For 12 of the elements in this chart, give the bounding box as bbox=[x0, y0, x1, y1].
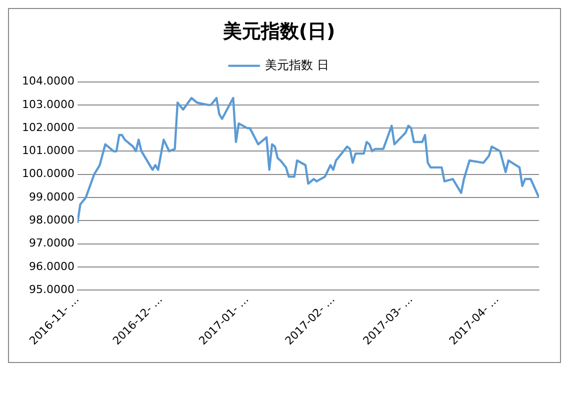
y-tick-label: 95.0000 bbox=[28, 282, 74, 296]
y-tick-label: 101.0000 bbox=[22, 144, 74, 158]
legend-label: 美元指数 日 bbox=[265, 58, 329, 72]
y-tick-label: 96.0000 bbox=[28, 260, 74, 273]
y-tick-label: 103.0000 bbox=[22, 98, 74, 111]
y-tick-label: 100.0000 bbox=[22, 167, 74, 180]
y-tick-label: 97.0000 bbox=[28, 236, 74, 250]
y-tick-label: 102.0000 bbox=[22, 120, 74, 134]
chart-title: 美元指数(日) bbox=[222, 20, 336, 42]
y-tick-label: 99.0000 bbox=[28, 190, 74, 204]
y-tick-label: 104.0000 bbox=[22, 74, 74, 88]
y-tick-label: 98.0000 bbox=[28, 214, 74, 227]
